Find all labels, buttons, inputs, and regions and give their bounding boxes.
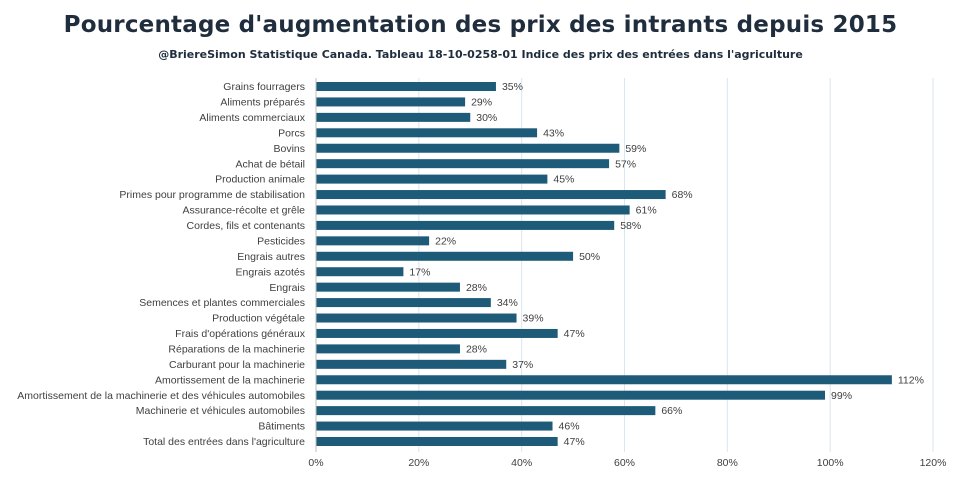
category-label: Production végétale (212, 313, 305, 325)
bar (316, 437, 558, 446)
x-tick-label: 100% (817, 457, 844, 469)
data-label: 58% (620, 220, 641, 232)
bar (316, 267, 404, 277)
bar (316, 220, 615, 230)
bar (316, 97, 466, 107)
data-label: 28% (466, 282, 487, 294)
category-label: Grains fourragers (223, 81, 305, 93)
bar (316, 143, 620, 153)
x-tick-label: 80% (717, 457, 738, 469)
data-label: 29% (471, 97, 492, 109)
data-label: 46% (559, 421, 580, 433)
category-label: Aliments commerciaux (199, 112, 305, 124)
category-label: Cordes, fils et contenants (187, 220, 305, 232)
category-label: Porcs (278, 127, 305, 139)
x-tick-label: 20% (408, 457, 429, 469)
category-label: Frais d'opérations généraux (175, 328, 306, 340)
category-label: Amortissement de la machinerie (155, 374, 305, 386)
data-label: 57% (615, 158, 636, 170)
chart-subtitle: @BriereSimon Statistique Canada. Tableau… (158, 48, 803, 61)
bar (316, 282, 460, 292)
x-tick-label: 0% (308, 457, 323, 469)
bar (316, 359, 507, 369)
category-label: Engrais azotés (236, 266, 305, 278)
bar (316, 112, 471, 122)
data-label: 99% (831, 390, 852, 402)
category-label: Semences et plantes commerciales (139, 297, 305, 309)
category-labels: Grains fourragers Aliments préparés Alimen… (17, 81, 305, 448)
category-label: Production animale (215, 174, 305, 186)
data-label: 112% (898, 374, 924, 386)
bar (316, 344, 460, 354)
category-label: Amortissement de la machinerie et des vé… (17, 390, 305, 402)
bar (316, 390, 826, 400)
category-label: Machinerie et véhicules automobiles (136, 405, 305, 417)
data-label: 66% (661, 405, 682, 417)
data-label: 30% (476, 112, 497, 124)
data-label: 22% (435, 235, 456, 247)
data-label: 45% (553, 174, 574, 186)
bar (316, 174, 548, 184)
category-label: Achat de bétail (236, 158, 305, 170)
x-tick-label: 120% (920, 457, 947, 469)
value-labels: 35% 29% 30% 43% 59% 57% 45% 68% 61% 58% 22% 50% 17% 2… (409, 81, 924, 448)
category-label: Engrais autres (237, 251, 305, 263)
data-label: 50% (579, 251, 600, 263)
x-tick-label: 40% (511, 457, 532, 469)
data-label: 28% (466, 343, 487, 355)
bar (316, 190, 666, 200)
bar (316, 406, 656, 416)
category-label: Carburant pour la machinerie (169, 359, 305, 371)
bar (316, 298, 491, 308)
category-label: Aliments préparés (220, 97, 305, 109)
data-label: 59% (625, 143, 646, 155)
category-label: Total des entrées dans l'agriculture (143, 436, 305, 448)
bar (316, 328, 558, 338)
bars (316, 82, 892, 446)
bar (316, 251, 574, 261)
data-label: 39% (523, 313, 544, 325)
gridlines (418, 78, 934, 452)
category-label: Réparations de la machinerie (168, 343, 305, 355)
data-label: 43% (543, 127, 564, 139)
bar (316, 313, 517, 323)
category-label: Bovins (273, 143, 305, 155)
category-label: Primes pour programme de stabilisation (119, 189, 305, 201)
x-axis-ticks: 0% 20% 40% 60% 80% 100% 120% (308, 457, 946, 469)
data-label: 47% (564, 328, 585, 340)
bar (316, 82, 496, 91)
data-label: 47% (564, 436, 585, 448)
bar (316, 421, 553, 431)
data-label: 34% (497, 297, 518, 309)
data-label: 35% (502, 81, 523, 93)
data-label: 17% (409, 266, 430, 278)
category-label: Assurance-récolte et grêle (182, 205, 305, 217)
category-label: Engrais (269, 282, 305, 294)
chart-title: Pourcentage d'augmentation des prix des … (63, 12, 898, 38)
bar (316, 236, 430, 246)
bar (316, 159, 610, 169)
category-label: Bâtiments (258, 421, 305, 433)
data-label: 61% (636, 205, 657, 217)
bar (316, 205, 630, 215)
x-tick-label: 60% (614, 457, 635, 469)
data-label: 37% (512, 359, 533, 371)
data-label: 68% (672, 189, 693, 201)
category-label: Pesticides (257, 235, 305, 247)
bar (316, 128, 538, 138)
bar (316, 375, 892, 385)
